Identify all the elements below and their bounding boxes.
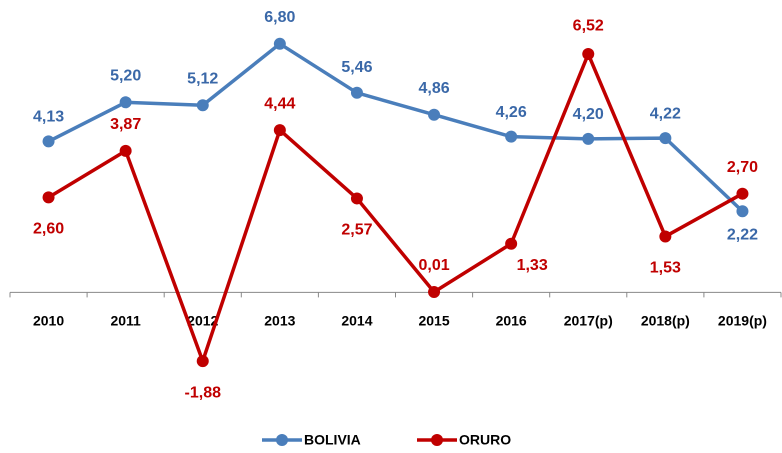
x-tick-label: 2014 bbox=[341, 313, 372, 329]
x-tick-label: 2015 bbox=[418, 313, 449, 329]
data-point bbox=[350, 86, 363, 99]
legend-label: BOLIVIA bbox=[304, 432, 361, 448]
data-point bbox=[505, 130, 518, 143]
x-tick-label: 2018(p) bbox=[641, 313, 690, 329]
data-label: 4,22 bbox=[650, 105, 681, 122]
data-label: 3,87 bbox=[110, 116, 141, 133]
x-tick-label: 2016 bbox=[496, 313, 527, 329]
data-label: 4,44 bbox=[264, 95, 295, 112]
legend-marker bbox=[431, 434, 443, 446]
data-label: 4,86 bbox=[418, 80, 449, 97]
data-label: 5,46 bbox=[341, 59, 372, 76]
data-label: 2,57 bbox=[341, 222, 372, 239]
data-point bbox=[350, 192, 363, 205]
series-line bbox=[47, 52, 744, 363]
x-tick-label: 2011 bbox=[110, 313, 141, 329]
data-point bbox=[505, 237, 518, 250]
data-point bbox=[736, 187, 749, 200]
data-point bbox=[119, 96, 132, 109]
data-point bbox=[428, 286, 441, 299]
data-label: 2,60 bbox=[33, 221, 64, 238]
data-point bbox=[42, 191, 55, 204]
data-label: 5,12 bbox=[187, 70, 218, 87]
data-point bbox=[42, 135, 55, 148]
data-point bbox=[273, 37, 286, 50]
data-point bbox=[659, 230, 672, 243]
data-label: 2,22 bbox=[727, 226, 758, 243]
data-point bbox=[582, 48, 595, 61]
data-label: 4,20 bbox=[573, 106, 604, 123]
data-point bbox=[196, 99, 209, 112]
x-tick-label: 2017(p) bbox=[564, 313, 613, 329]
legend-marker bbox=[276, 434, 288, 446]
data-label: 2,70 bbox=[727, 159, 758, 176]
data-point bbox=[659, 132, 672, 145]
data-point bbox=[428, 108, 441, 121]
data-label: 4,26 bbox=[496, 104, 527, 121]
data-label: 0,01 bbox=[418, 257, 449, 274]
data-point bbox=[273, 124, 286, 137]
x-tick-label: 2012 bbox=[187, 313, 218, 329]
series-line bbox=[47, 42, 744, 213]
data-label: 6,80 bbox=[264, 9, 295, 26]
data-label: -1,88 bbox=[185, 384, 222, 401]
data-label: 6,52 bbox=[573, 17, 604, 34]
data-point bbox=[582, 132, 595, 145]
data-label: 5,20 bbox=[110, 68, 141, 85]
data-point bbox=[736, 205, 749, 218]
data-label: 4,13 bbox=[33, 109, 64, 126]
x-tick-label: 2013 bbox=[264, 313, 295, 329]
data-label: 1,53 bbox=[650, 260, 681, 277]
data-label: 1,33 bbox=[517, 257, 548, 274]
x-tick-label: 2019(p) bbox=[718, 313, 767, 329]
data-point bbox=[196, 355, 209, 368]
legend-label: ORURO bbox=[459, 432, 511, 448]
x-tick-label: 2010 bbox=[33, 313, 64, 329]
data-point bbox=[119, 144, 132, 157]
